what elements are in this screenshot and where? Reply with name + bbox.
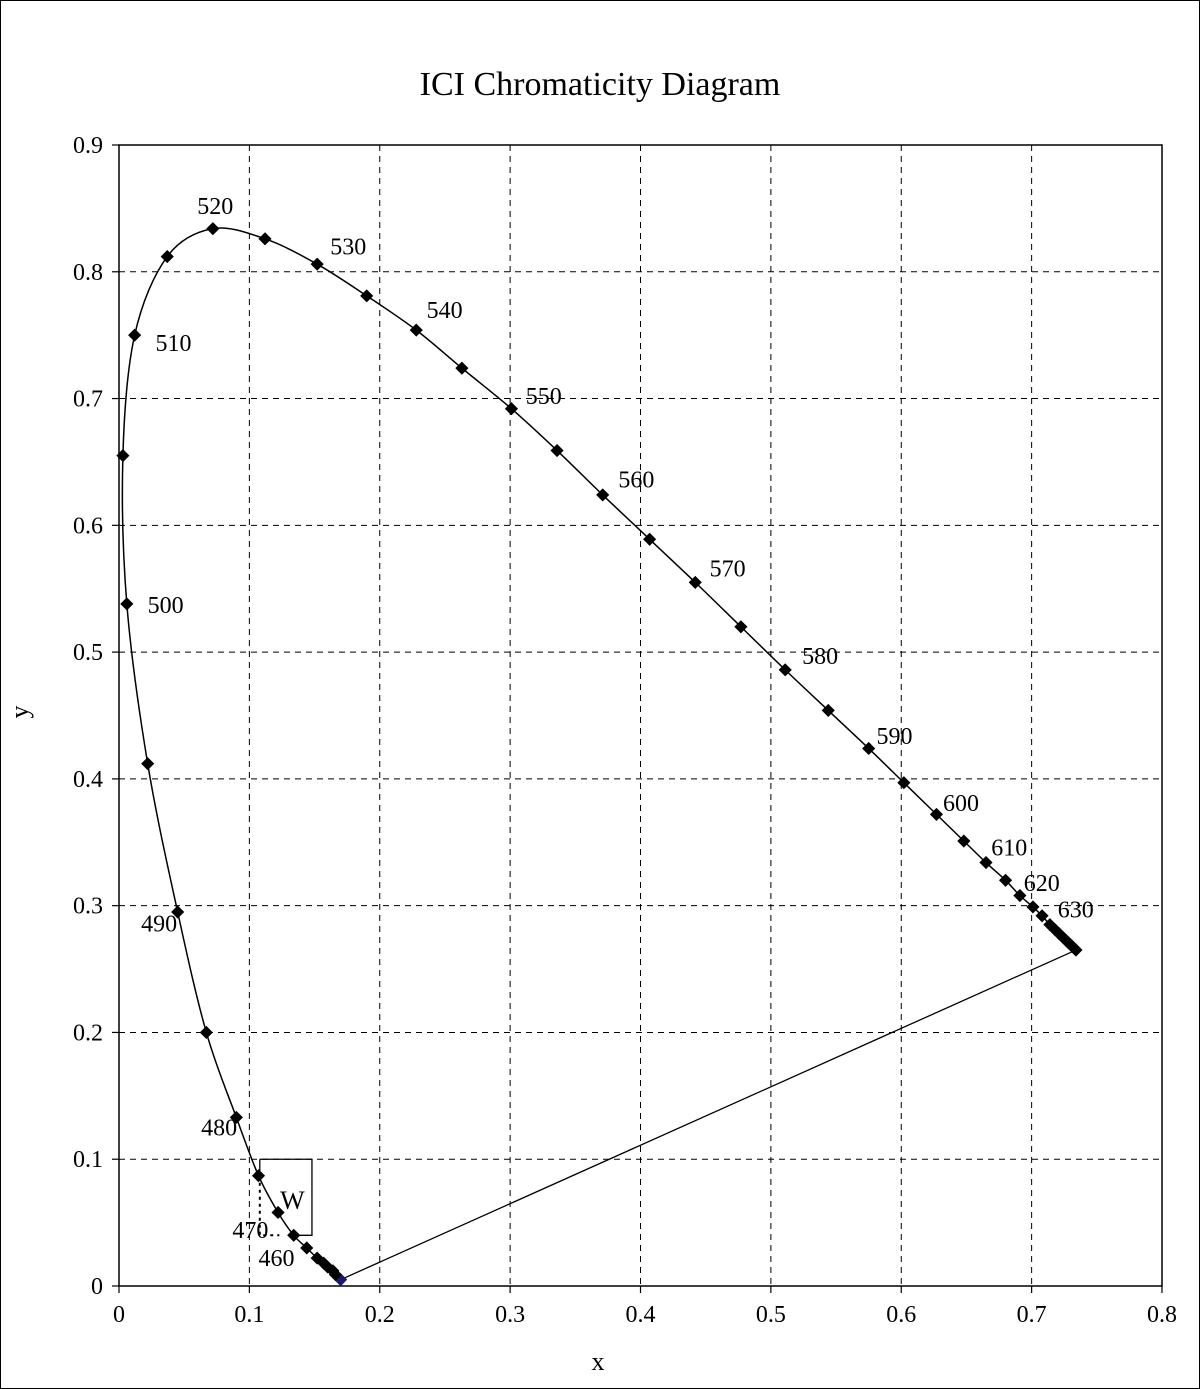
data-point	[258, 232, 272, 246]
wavelength-label: 490	[141, 911, 177, 937]
data-point	[310, 1251, 324, 1265]
data-point	[688, 575, 702, 589]
y-tick-label: 0.9	[73, 133, 103, 159]
x-tick-label: 0.7	[1017, 1302, 1047, 1328]
spectral-locus-group	[121, 227, 1077, 1281]
data-point	[251, 1169, 266, 1183]
spectral-locus-line	[121, 227, 1077, 1281]
x-tick-label: 0.3	[495, 1302, 525, 1328]
wavelength-label: 630	[1058, 897, 1094, 923]
y-tick-label: 0.5	[73, 640, 103, 666]
data-point	[199, 1025, 213, 1040]
y-tick-label: 0.7	[73, 387, 103, 413]
data-point	[120, 597, 134, 611]
wavelength-label: 580	[802, 644, 838, 670]
data-point	[287, 1228, 301, 1242]
data-point	[504, 402, 518, 416]
data-point	[979, 855, 993, 870]
data-point	[409, 323, 423, 337]
y-tick-label: 0.2	[73, 1020, 103, 1046]
y-axis-label: y	[5, 706, 34, 719]
data-point	[998, 873, 1013, 887]
y-tick-label: 0.1	[73, 1147, 103, 1173]
data-point	[929, 807, 944, 821]
x-tick-label: 0.1	[234, 1302, 264, 1328]
wavelength-label: 570	[710, 556, 746, 582]
annotation-box-outline	[259, 1158, 313, 1236]
x-tick-label: 0.4	[626, 1302, 656, 1328]
data-point	[171, 905, 185, 919]
y-tick-label: 0.4	[73, 767, 103, 793]
wavelength-label: 500	[148, 593, 184, 619]
wavelength-label: 600	[943, 791, 979, 817]
wavelength-label: 470	[232, 1218, 268, 1244]
wavelength-label: 460	[259, 1246, 295, 1272]
wavelength-label: 610	[991, 835, 1027, 861]
data-point	[957, 834, 971, 848]
x-axis-label: x	[592, 1347, 605, 1376]
x-tick-label: 0	[113, 1302, 125, 1328]
chart-title: ICI Chromaticity Diagram	[419, 66, 781, 103]
data-point	[116, 449, 130, 463]
purple-line	[340, 949, 1077, 1281]
data-point	[455, 361, 469, 375]
data-point	[1069, 943, 1083, 957]
wavelength-label: 510	[156, 331, 192, 357]
data-point	[206, 222, 220, 236]
x-tick-label: 0.6	[886, 1302, 916, 1328]
data-point	[1026, 900, 1040, 914]
wavelength-label: 620	[1024, 871, 1060, 897]
annotation-dashed-corner	[258, 1175, 280, 1237]
wavelength-label: 540	[427, 298, 463, 324]
data-point	[550, 443, 564, 458]
data-point	[310, 257, 324, 271]
wavelength-label: 520	[197, 194, 233, 220]
data-point	[229, 1110, 243, 1124]
annotation-label-w: W	[280, 1186, 305, 1215]
data-point	[734, 620, 748, 634]
x-tick-label: 0.8	[1147, 1302, 1177, 1328]
data-markers	[116, 222, 1083, 1287]
data-point	[1035, 909, 1049, 923]
x-tick-label: 0.2	[365, 1302, 395, 1328]
data-point	[778, 663, 792, 677]
y-tick-label: 0.6	[73, 513, 103, 539]
x-tick-labels: 0 0.1 0.2 0.3 0.4 0.5 0.6 0.7 0.8	[113, 1302, 1177, 1328]
data-point	[128, 328, 142, 342]
wavelength-label: 480	[201, 1116, 237, 1142]
axis-ticks	[112, 144, 1163, 1293]
y-tick-label: 0.3	[73, 894, 103, 920]
data-point	[300, 1241, 314, 1255]
data-point	[141, 757, 155, 771]
wavelength-label: 590	[876, 724, 912, 750]
data-point	[271, 1205, 285, 1220]
wavelength-label: 560	[618, 468, 654, 494]
data-point	[862, 741, 876, 756]
x-tick-label: 0.5	[756, 1302, 786, 1328]
wavelength-label: 530	[330, 234, 366, 260]
y-tick-label: 0.8	[73, 260, 103, 286]
data-point	[160, 249, 174, 264]
data-point	[596, 488, 610, 502]
data-point	[897, 776, 911, 790]
y-tick-label: 0	[91, 1274, 103, 1300]
data-point	[821, 703, 835, 717]
y-tick-labels: 0 0.1 0.2 0.3 0.4 0.5 0.6 0.7 0.8 0.9	[73, 133, 103, 1300]
annotation-box-group: W	[258, 1158, 313, 1237]
wavelength-label: 550	[526, 384, 562, 410]
data-point	[360, 289, 374, 303]
data-point	[643, 532, 657, 546]
data-point	[1013, 888, 1027, 903]
gridlines	[119, 145, 1162, 1286]
